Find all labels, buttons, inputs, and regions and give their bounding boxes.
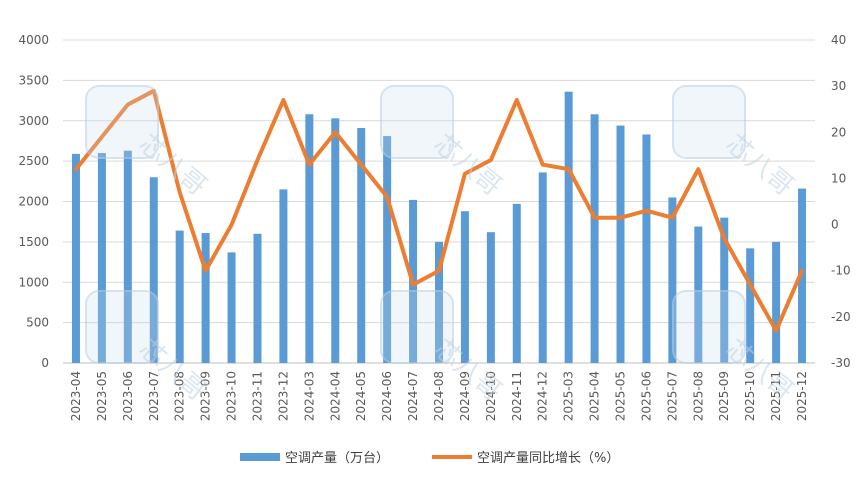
right-tick-label: 40 — [831, 33, 846, 47]
bar — [149, 177, 158, 363]
left-tick-label: 4000 — [18, 33, 49, 47]
x-tick-label: 2023-10 — [225, 371, 239, 421]
left-tick-label: 2000 — [18, 195, 49, 209]
bar — [305, 114, 314, 363]
bar — [642, 134, 651, 363]
legend: 空调产量（万台） 空调产量同比增长（%） — [240, 451, 619, 466]
bar — [123, 150, 132, 363]
watermark-logo — [85, 85, 159, 159]
x-tick-label: 2024-11 — [510, 371, 524, 421]
x-tick-label: 2024-04 — [328, 371, 342, 421]
bar — [253, 233, 262, 363]
x-tick-label: 2024-05 — [354, 371, 368, 421]
bar — [512, 203, 521, 363]
left-tick-label: 0 — [41, 356, 49, 370]
x-tick-label: 2024-08 — [432, 371, 446, 421]
watermark-logo — [380, 85, 454, 159]
bar — [175, 230, 184, 363]
right-tick-label: -30 — [831, 356, 851, 370]
x-tick-label: 2023-11 — [250, 371, 264, 421]
bar — [486, 232, 495, 363]
x-tick-label: 2023-05 — [95, 371, 109, 421]
bar — [357, 128, 366, 363]
x-tick-label: 2023-07 — [147, 371, 161, 421]
right-tick-label: 0 — [831, 218, 839, 232]
left-axis-ticks: 0 500 1000 1500 2000 2500 3000 3500 4000 — [18, 33, 49, 370]
bar — [227, 252, 236, 363]
left-tick-label: 3000 — [18, 114, 49, 128]
x-tick-label: 2025-07 — [665, 371, 679, 421]
left-tick-label: 500 — [26, 316, 49, 330]
x-tick-label: 2024-06 — [380, 371, 394, 421]
bar — [460, 211, 469, 363]
bar — [772, 241, 781, 363]
right-tick-label: 10 — [831, 171, 846, 185]
x-axis-categories: 2023-04 2023-05 2023-06 2023-07 2023-08 2023-… — [69, 371, 809, 421]
x-tick-label: 2025-10 — [743, 371, 757, 421]
bar — [331, 118, 340, 363]
x-tick-label: 2024-07 — [406, 371, 420, 421]
x-tick-label: 2024-12 — [536, 371, 550, 421]
x-tick-label: 2025-06 — [639, 371, 653, 421]
right-tick-label: -20 — [831, 310, 851, 324]
bar — [798, 188, 807, 363]
x-tick-label: 2025-12 — [795, 371, 809, 421]
watermark-logo — [380, 290, 454, 364]
right-tick-label: 30 — [831, 79, 846, 93]
x-tick-label: 2023-08 — [173, 371, 187, 421]
x-tick-label: 2024-03 — [302, 371, 316, 421]
x-tick-label: 2025-03 — [562, 371, 576, 421]
bar — [694, 226, 703, 363]
bar — [668, 197, 677, 363]
x-tick-label: 2025-09 — [717, 371, 731, 421]
line-series — [74, 88, 804, 333]
left-tick-label: 2500 — [18, 154, 49, 168]
legend-line-label: 空调产量同比增长（%） — [477, 451, 619, 466]
x-tick-label: 2023-12 — [276, 371, 290, 421]
right-tick-label: -10 — [831, 264, 851, 278]
x-tick-label: 2023-09 — [199, 371, 213, 421]
bar — [71, 153, 80, 363]
bar — [435, 241, 443, 363]
growth-line — [74, 88, 804, 333]
bar — [564, 91, 573, 364]
right-axis-ticks: -30 -20 -10 0 10 20 30 40 — [831, 33, 851, 370]
bar — [97, 153, 106, 363]
left-tick-label: 1500 — [18, 235, 49, 249]
bar — [746, 248, 755, 363]
bar — [383, 136, 392, 363]
bar — [201, 232, 210, 363]
right-tick-label: 20 — [831, 125, 846, 139]
bar — [590, 114, 599, 363]
x-tick-label: 2023-06 — [121, 371, 135, 421]
x-tick-label: 2025-11 — [769, 371, 783, 421]
bar — [720, 217, 729, 363]
x-tick-label: 2024-09 — [458, 371, 472, 421]
x-tick-label: 2025-08 — [691, 371, 705, 421]
x-tick-label: 2025-05 — [614, 371, 628, 421]
watermark-logo — [672, 85, 746, 159]
bar — [279, 189, 288, 363]
left-tick-label: 1000 — [18, 275, 49, 289]
legend-bar-swatch — [240, 453, 280, 461]
bar — [538, 172, 547, 363]
left-tick-label: 3500 — [18, 73, 49, 87]
legend-bar-label: 空调产量（万台） — [285, 451, 389, 466]
watermark-logo — [672, 290, 746, 364]
bar — [616, 125, 625, 363]
x-tick-label: 2024-10 — [484, 371, 498, 421]
x-tick-label: 2025-04 — [588, 371, 602, 421]
watermark-logo — [85, 290, 159, 364]
x-tick-label: 2023-04 — [69, 371, 83, 421]
